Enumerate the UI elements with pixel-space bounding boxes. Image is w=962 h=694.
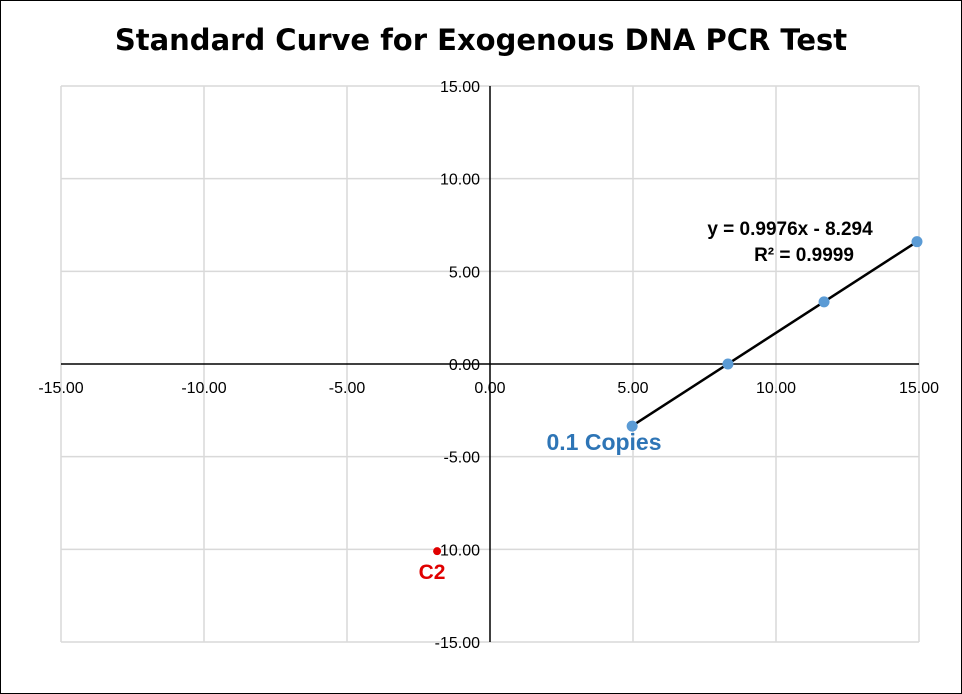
x-tick-label: 10.00 <box>756 380 796 397</box>
data-point <box>818 296 830 308</box>
data-points <box>433 236 923 556</box>
c2-label: C2 <box>419 561 446 584</box>
x-tick-label: -5.00 <box>329 380 366 397</box>
x-tick-label: 15.00 <box>899 380 939 397</box>
copies-label: 0.1 Copies <box>546 429 661 455</box>
y-tick-label: -10.00 <box>435 542 480 559</box>
trendline-group <box>631 240 918 427</box>
y-tick-label: -15.00 <box>435 635 480 652</box>
chart-title: Standard Curve for Exogenous DNA PCR Tes… <box>114 23 848 57</box>
y-tick-label: 10.00 <box>440 172 480 189</box>
axes <box>61 86 919 642</box>
y-tick-label: 15.00 <box>440 79 480 96</box>
y-tick-label: 5.00 <box>449 264 480 281</box>
x-tick-labels: -15.00 -10.00 -5.00 0.00 5.00 10.00 15.00 <box>38 380 939 397</box>
trendline-equation: y = 0.9976x - 8.294 <box>707 219 873 240</box>
y-tick-label: 0.00 <box>449 357 480 374</box>
x-tick-label: 0.00 <box>474 380 505 397</box>
data-point <box>626 420 638 432</box>
data-point-c2 <box>433 547 442 556</box>
x-tick-label: -15.00 <box>38 380 83 397</box>
r-squared-label: R² = 0.9999 <box>754 245 854 266</box>
x-tick-label: -10.00 <box>181 380 226 397</box>
y-tick-labels: -15.00 -10.00 -5.00 0.00 5.00 10.00 15.00 <box>435 79 480 652</box>
trendline <box>631 240 918 427</box>
data-point <box>722 358 734 370</box>
data-point <box>911 236 923 248</box>
y-tick-label: -5.00 <box>444 450 481 467</box>
x-tick-label: 5.00 <box>617 380 648 397</box>
